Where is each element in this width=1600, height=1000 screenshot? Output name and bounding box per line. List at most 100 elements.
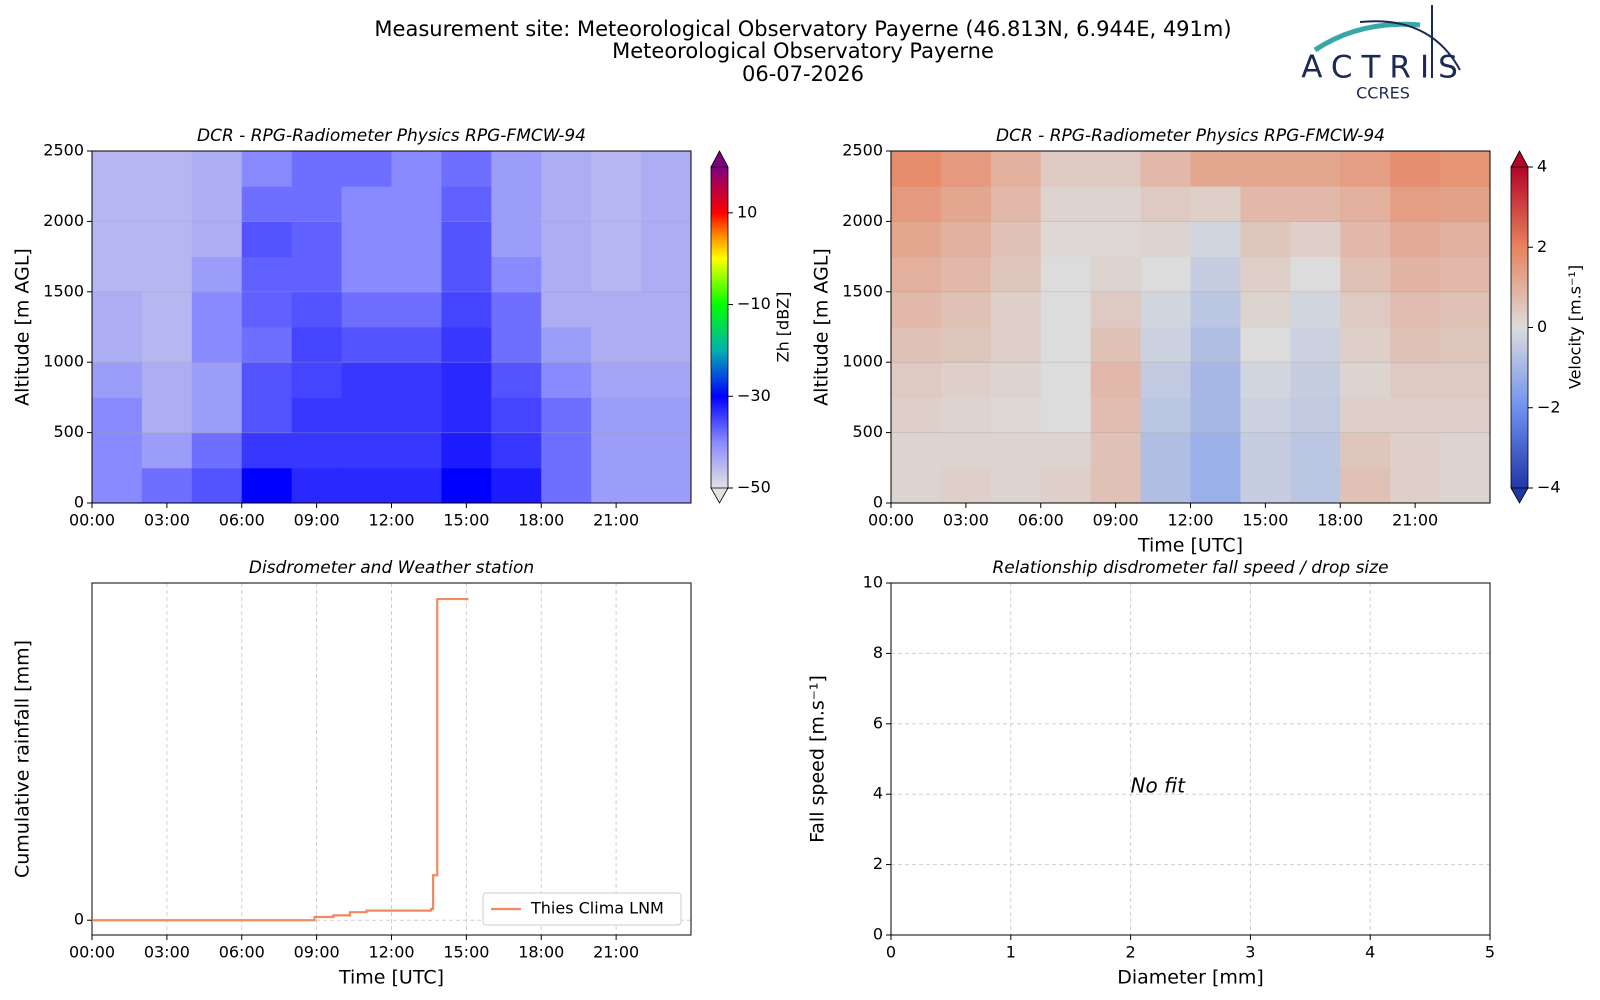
y-axis-label: Altitude [m AGL] — [12, 248, 34, 406]
heat-cell — [491, 186, 542, 222]
y-tick-label: 6 — [873, 713, 883, 732]
x-tick-label: 3 — [1245, 943, 1255, 962]
heat-cell — [541, 467, 592, 504]
heat-cell — [1390, 327, 1441, 363]
heat-cell — [341, 467, 392, 504]
y-tick-label: 8 — [873, 643, 883, 662]
heat-cell — [1240, 186, 1291, 222]
y-axis-label: Fall speed [m.s⁻¹] — [807, 675, 829, 843]
heat-cell — [291, 467, 343, 504]
heat-cell — [1040, 291, 1092, 328]
heat-cell — [141, 397, 193, 434]
heat-cell — [1390, 362, 1441, 398]
heat-cell — [891, 397, 942, 434]
colorbar-extend — [710, 487, 729, 504]
heatmap — [92, 151, 692, 504]
heat-cell — [291, 291, 343, 328]
heat-cell — [591, 327, 642, 363]
heat-cell — [990, 432, 1042, 469]
heat-cell — [541, 186, 592, 222]
colorbar: 10 −10 −30 −50 Zh [dBZ] — [710, 150, 793, 504]
heat-cell — [1290, 362, 1341, 398]
heatmap — [891, 151, 1491, 504]
heat-cell — [541, 432, 592, 469]
logo-arc — [1359, 20, 1461, 71]
x-tick-label: 00:00 — [69, 511, 115, 530]
heat-cell — [191, 467, 243, 504]
heat-cell — [940, 397, 992, 434]
heat-cell — [641, 151, 692, 187]
heat-cell — [641, 362, 692, 398]
heat-cell — [1440, 432, 1491, 469]
heat-cell — [1290, 291, 1341, 328]
heat-cell — [1390, 256, 1441, 293]
heat-cell — [591, 151, 642, 187]
heat-cell — [1140, 432, 1191, 469]
x-tick-label: 18:00 — [518, 943, 564, 962]
colorbar-label: Velocity [m.s⁻¹] — [1566, 265, 1585, 389]
heat-cell — [1190, 256, 1241, 293]
heat-cell — [891, 362, 942, 398]
heat-cell — [990, 151, 1042, 187]
heat-cell — [1240, 397, 1291, 434]
heat-cell — [241, 151, 293, 187]
heat-cell — [1140, 186, 1191, 222]
heat-cell — [291, 362, 343, 398]
heat-cell — [491, 256, 542, 293]
heat-cell — [491, 327, 542, 363]
heat-cell — [1140, 151, 1191, 187]
heat-cell — [241, 467, 293, 504]
y-tick-label: 1000 — [43, 352, 84, 371]
heat-cell — [141, 221, 193, 258]
heat-cell — [1190, 151, 1241, 187]
plot-frame — [890, 582, 1491, 936]
heat-cell — [990, 221, 1042, 258]
x-tick-label: 12:00 — [368, 943, 414, 962]
heat-cell — [1190, 467, 1241, 504]
heat-cell — [1340, 186, 1391, 222]
heat-cell — [1040, 256, 1092, 293]
logo: ACTRIS CCRES — [1301, 5, 1461, 103]
heat-cell — [1040, 151, 1092, 187]
heat-cell — [241, 397, 293, 434]
heat-cell — [1040, 467, 1092, 504]
data-line — [92, 597, 469, 922]
heat-cell — [291, 432, 343, 469]
heat-cell — [1240, 327, 1291, 363]
x-tick-label: 06:00 — [219, 511, 265, 530]
heat-cell — [191, 151, 243, 187]
heat-cell — [341, 362, 392, 398]
heat-cell — [1090, 327, 1142, 363]
heat-cell — [591, 256, 642, 293]
heat-cell — [491, 362, 542, 398]
colorbar-body — [1511, 167, 1528, 488]
heat-cell — [441, 432, 492, 469]
heat-cell — [641, 397, 692, 434]
heat-cell — [341, 327, 392, 363]
heat-cell — [141, 327, 193, 363]
x-tick-label: 06:00 — [219, 943, 265, 962]
heat-cell — [1340, 432, 1391, 469]
heat-cell — [1190, 221, 1241, 258]
heat-cell — [92, 397, 143, 434]
x-tick-label: 21:00 — [1392, 511, 1438, 530]
heat-cell — [391, 467, 442, 504]
heat-cell — [940, 362, 992, 398]
heat-cell — [491, 291, 542, 328]
heat-cell — [241, 291, 293, 328]
heat-cell — [391, 256, 442, 293]
heat-cell — [1440, 256, 1491, 293]
x-tick-label: 03:00 — [144, 511, 190, 530]
legend: Thies Clima LNM — [482, 892, 682, 926]
heat-cell — [1240, 221, 1291, 258]
heat-cell — [92, 221, 143, 258]
y-tick-label: 500 — [852, 422, 883, 441]
annotation: No fit — [1131, 774, 1186, 798]
heat-cell — [591, 467, 642, 504]
heat-cell — [1440, 151, 1491, 187]
heat-cell — [940, 467, 992, 504]
x-tick-label: 18:00 — [518, 511, 564, 530]
x-tick-label: 12:00 — [1167, 511, 1213, 530]
heat-cell — [391, 362, 442, 398]
heat-cell — [940, 151, 992, 187]
